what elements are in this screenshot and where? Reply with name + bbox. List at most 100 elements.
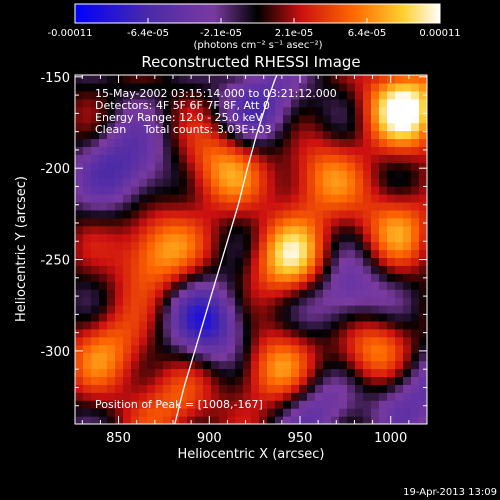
heatmap-cell: [331, 146, 340, 155]
heatmap-cell: [331, 297, 340, 306]
heatmap-cell: [379, 82, 388, 92]
heatmap-cell: [91, 98, 100, 108]
heatmap-cell: [387, 408, 396, 417]
heatmap-cell: [363, 328, 372, 338]
heatmap-cell: [155, 138, 164, 147]
heatmap-cell: [99, 154, 108, 163]
heatmap-cell: [147, 209, 156, 219]
annotation-detectors: Detectors: 4F 5F 6F 7F 8F, Att 0: [95, 99, 270, 112]
heatmap-cell: [251, 98, 260, 108]
heatmap-cell: [387, 400, 396, 409]
heatmap-cell: [267, 209, 276, 219]
heatmap-cell: [347, 392, 356, 401]
heatmap-cell: [251, 289, 260, 298]
heatmap-cell: [155, 328, 164, 338]
heatmap-cell: [355, 90, 364, 100]
heatmap-cell: [371, 265, 380, 274]
heatmap-cell: [195, 241, 204, 251]
heatmap-cell: [139, 209, 148, 219]
heatmap-cell: [259, 336, 268, 346]
heatmap-cell: [155, 146, 164, 155]
heatmap-cell: [219, 90, 228, 100]
heatmap-cell: [331, 416, 340, 424]
heatmap-cell: [291, 273, 300, 282]
heatmap-cell: [283, 233, 292, 243]
heatmap-cell: [163, 416, 172, 424]
heatmap-cell: [347, 400, 356, 409]
heatmap-cell: [371, 233, 380, 243]
heatmap-cell: [395, 209, 404, 219]
heatmap-cell: [339, 289, 348, 298]
heatmap-cell: [203, 289, 212, 298]
heatmap-cell: [203, 114, 212, 124]
heatmap-cell: [395, 392, 404, 401]
heatmap-cell: [403, 114, 412, 124]
heatmap-cell: [123, 376, 132, 385]
heatmap-cell: [195, 170, 204, 179]
heatmap-cell: [235, 138, 244, 147]
heatmap-cell: [203, 209, 212, 219]
heatmap-cell: [347, 82, 356, 92]
heatmap-cell: [219, 193, 228, 203]
heatmap-cell: [235, 257, 244, 266]
heatmap-cell: [179, 217, 188, 227]
heatmap-cell: [403, 170, 412, 179]
heatmap-cell: [299, 312, 308, 322]
heatmap-cell: [123, 281, 132, 290]
heatmap-cell: [347, 75, 356, 84]
heatmap-cell: [171, 265, 180, 274]
heatmap-cell: [227, 336, 236, 346]
heatmap-cell: [283, 241, 292, 251]
heatmap-cell: [163, 162, 172, 171]
heatmap-cell: [219, 106, 228, 116]
heatmap-cell: [107, 320, 116, 330]
heatmap-cell: [75, 130, 84, 140]
heatmap-cell: [211, 114, 220, 124]
heatmap-cell: [195, 328, 204, 338]
heatmap-cell: [83, 90, 92, 100]
heatmap-cell: [243, 154, 252, 163]
heatmap-cell: [387, 186, 396, 195]
heatmap-cell: [339, 281, 348, 290]
heatmap-cell: [179, 273, 188, 282]
heatmap-cell: [123, 186, 132, 195]
heatmap-cell: [323, 233, 332, 243]
heatmap-cell: [75, 297, 84, 306]
heatmap-cell: [267, 376, 276, 385]
heatmap-cell: [163, 186, 172, 195]
heatmap-cell: [227, 408, 236, 417]
heatmap-cell: [259, 233, 268, 243]
heatmap-cell: [123, 233, 132, 243]
heatmap-cell: [347, 352, 356, 362]
heatmap-cell: [419, 265, 427, 274]
heatmap-cell: [419, 352, 427, 362]
heatmap-cell: [139, 82, 148, 92]
heatmap-cell: [179, 114, 188, 124]
heatmap-cell: [283, 138, 292, 147]
heatmap-cell: [387, 368, 396, 378]
heatmap-cell: [139, 162, 148, 171]
heatmap-cell: [91, 146, 100, 155]
heatmap-cell: [155, 106, 164, 116]
heatmap-cell: [291, 265, 300, 274]
heatmap-cell: [363, 416, 372, 424]
heatmap-cell: [195, 138, 204, 147]
heatmap-cell: [419, 297, 427, 306]
heatmap-cell: [347, 138, 356, 147]
heatmap-cell: [323, 178, 332, 187]
heatmap-cell: [355, 154, 364, 163]
heatmap-cell: [243, 265, 252, 274]
heatmap-cell: [107, 416, 116, 424]
heatmap-cell: [307, 392, 316, 401]
heatmap-cell: [75, 305, 84, 314]
heatmap-cell: [219, 98, 228, 108]
heatmap-cell: [387, 360, 396, 370]
heatmap-cell: [219, 408, 228, 417]
heatmap-cell: [387, 320, 396, 330]
heatmap-cell: [179, 241, 188, 251]
heatmap-cell: [131, 400, 140, 409]
heatmap-cell: [147, 376, 156, 385]
heatmap-cell: [227, 178, 236, 187]
heatmap-cell: [203, 186, 212, 195]
heatmap-cell: [347, 416, 356, 424]
